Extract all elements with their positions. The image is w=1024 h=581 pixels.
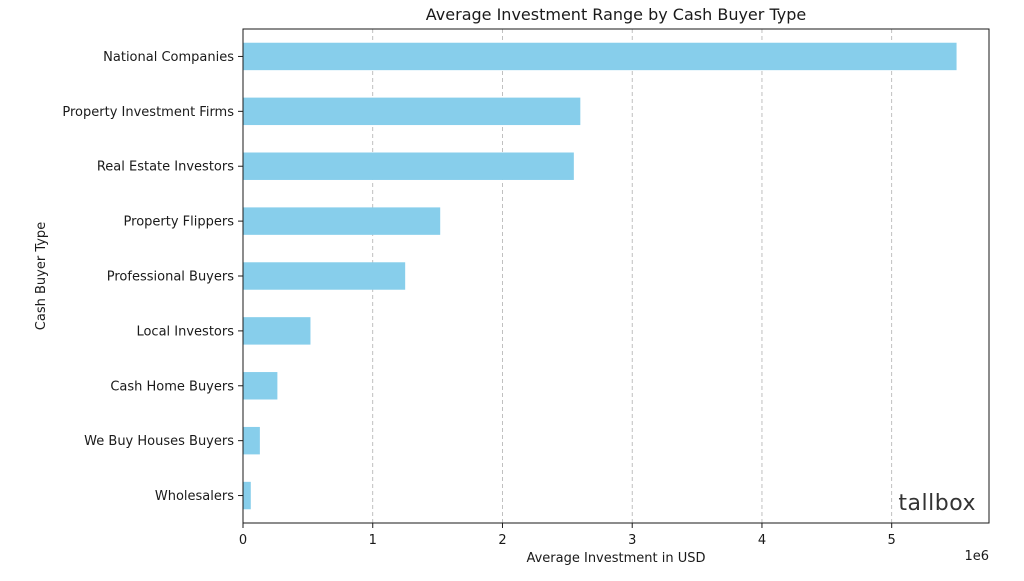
x-tick-label: 1 bbox=[369, 533, 377, 548]
bar bbox=[243, 262, 406, 290]
y-axis-ticks: National Companies Property Investment Fi… bbox=[62, 50, 243, 504]
bar bbox=[243, 372, 278, 400]
x-tick-label: 5 bbox=[888, 533, 896, 548]
bar bbox=[243, 317, 311, 345]
x-tick-label: 3 bbox=[628, 533, 636, 548]
y-tick-label: Property Investment Firms bbox=[62, 105, 234, 120]
x-tick-label: 0 bbox=[239, 533, 247, 548]
x-axis-ticks: 0 1 2 3 4 5 bbox=[239, 523, 896, 548]
y-tick-label: Property Flippers bbox=[124, 215, 235, 230]
bars bbox=[243, 42, 957, 510]
y-tick-label: We Buy Houses Buyers bbox=[84, 434, 234, 449]
bar bbox=[243, 42, 957, 71]
x-tick-label: 2 bbox=[498, 533, 506, 548]
x-tick-label: 4 bbox=[758, 533, 766, 548]
y-tick-label: National Companies bbox=[103, 50, 234, 65]
bar bbox=[243, 207, 441, 235]
bar bbox=[243, 97, 581, 126]
y-tick-label: Real Estate Investors bbox=[97, 160, 234, 175]
bar bbox=[243, 152, 574, 180]
chart-title: Average Investment Range by Cash Buyer T… bbox=[426, 5, 806, 24]
x-axis-label: Average Investment in USD bbox=[526, 551, 705, 566]
y-tick-label: Local Investors bbox=[136, 324, 234, 339]
y-tick-label: Cash Home Buyers bbox=[110, 379, 234, 394]
y-axis-label: Cash Buyer Type bbox=[34, 222, 49, 330]
tallbox-logo: tallbox bbox=[898, 491, 976, 516]
y-tick-label: Wholesalers bbox=[155, 489, 234, 504]
x-axis-offset-label: 1e6 bbox=[964, 549, 989, 564]
y-tick-label: Professional Buyers bbox=[107, 270, 234, 285]
bar bbox=[243, 481, 251, 510]
bar bbox=[243, 426, 260, 455]
